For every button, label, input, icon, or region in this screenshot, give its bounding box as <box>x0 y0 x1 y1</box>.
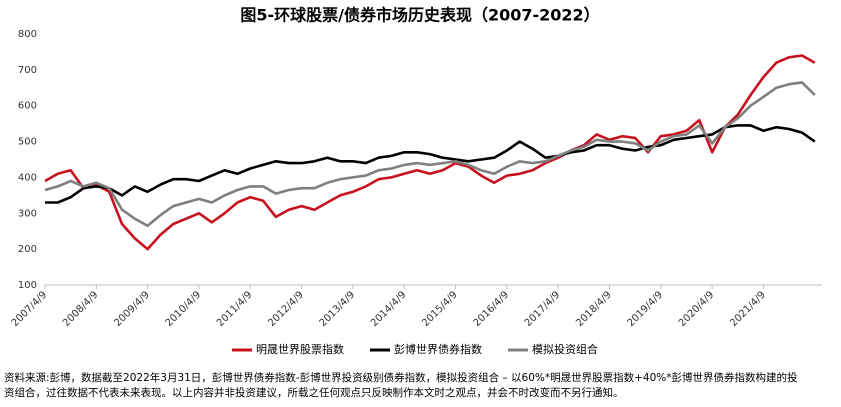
series-line <box>44 81 816 228</box>
x-tick-label: 2012/4/9 <box>266 289 306 329</box>
x-tick-label: 2008/4/9 <box>61 289 101 329</box>
x-tick-label: 2017/4/9 <box>523 289 563 329</box>
x-tick-label: 2016/4/9 <box>472 289 512 329</box>
y-tick-label: 300 <box>18 208 37 219</box>
y-tick-label: 200 <box>18 244 37 255</box>
series-line <box>44 54 816 251</box>
x-tick-label: 2021/4/9 <box>728 289 768 329</box>
y-tick-label: 100 <box>18 280 37 291</box>
y-tick-label: 700 <box>18 65 37 76</box>
x-tick-label: 2013/4/9 <box>318 289 358 329</box>
y-tick-label: 800 <box>18 29 37 40</box>
series-line <box>45 124 816 204</box>
x-tick-label: 2009/4/9 <box>112 289 152 329</box>
y-tick-label: 500 <box>18 137 37 148</box>
x-tick-label: 2010/4/9 <box>164 289 204 329</box>
legend-label: 模拟投资组合 <box>532 342 598 356</box>
x-tick-label: 2020/4/9 <box>677 289 717 329</box>
chart-title: 图5-环球股票/债券市场历史表现（2007-2022） <box>240 6 599 25</box>
note: 资料来源:彭博，数据截至2022年3月31日，彭博世界债券指数-彭博世界投资级别… <box>4 371 798 384</box>
legend-label: 彭博世界债券指数 <box>394 342 482 356</box>
x-tick-label: 2018/4/9 <box>574 289 614 329</box>
note: 资组合，过往数据不代表未来表现。以上内容并非投资建议，所载之任何观点只反映制作本… <box>4 386 624 399</box>
x-tick-label: 2011/4/9 <box>215 289 255 329</box>
x-tick-label: 2019/4/9 <box>626 289 666 329</box>
legend-label: 明晟世界股票指数 <box>256 342 344 356</box>
y-tick-label: 400 <box>18 172 37 183</box>
x-tick-label: 2014/4/9 <box>369 289 409 329</box>
y-tick-label: 600 <box>18 101 37 112</box>
x-tick-label: 2007/4/9 <box>10 289 50 329</box>
x-tick-label: 2015/4/9 <box>420 289 460 329</box>
